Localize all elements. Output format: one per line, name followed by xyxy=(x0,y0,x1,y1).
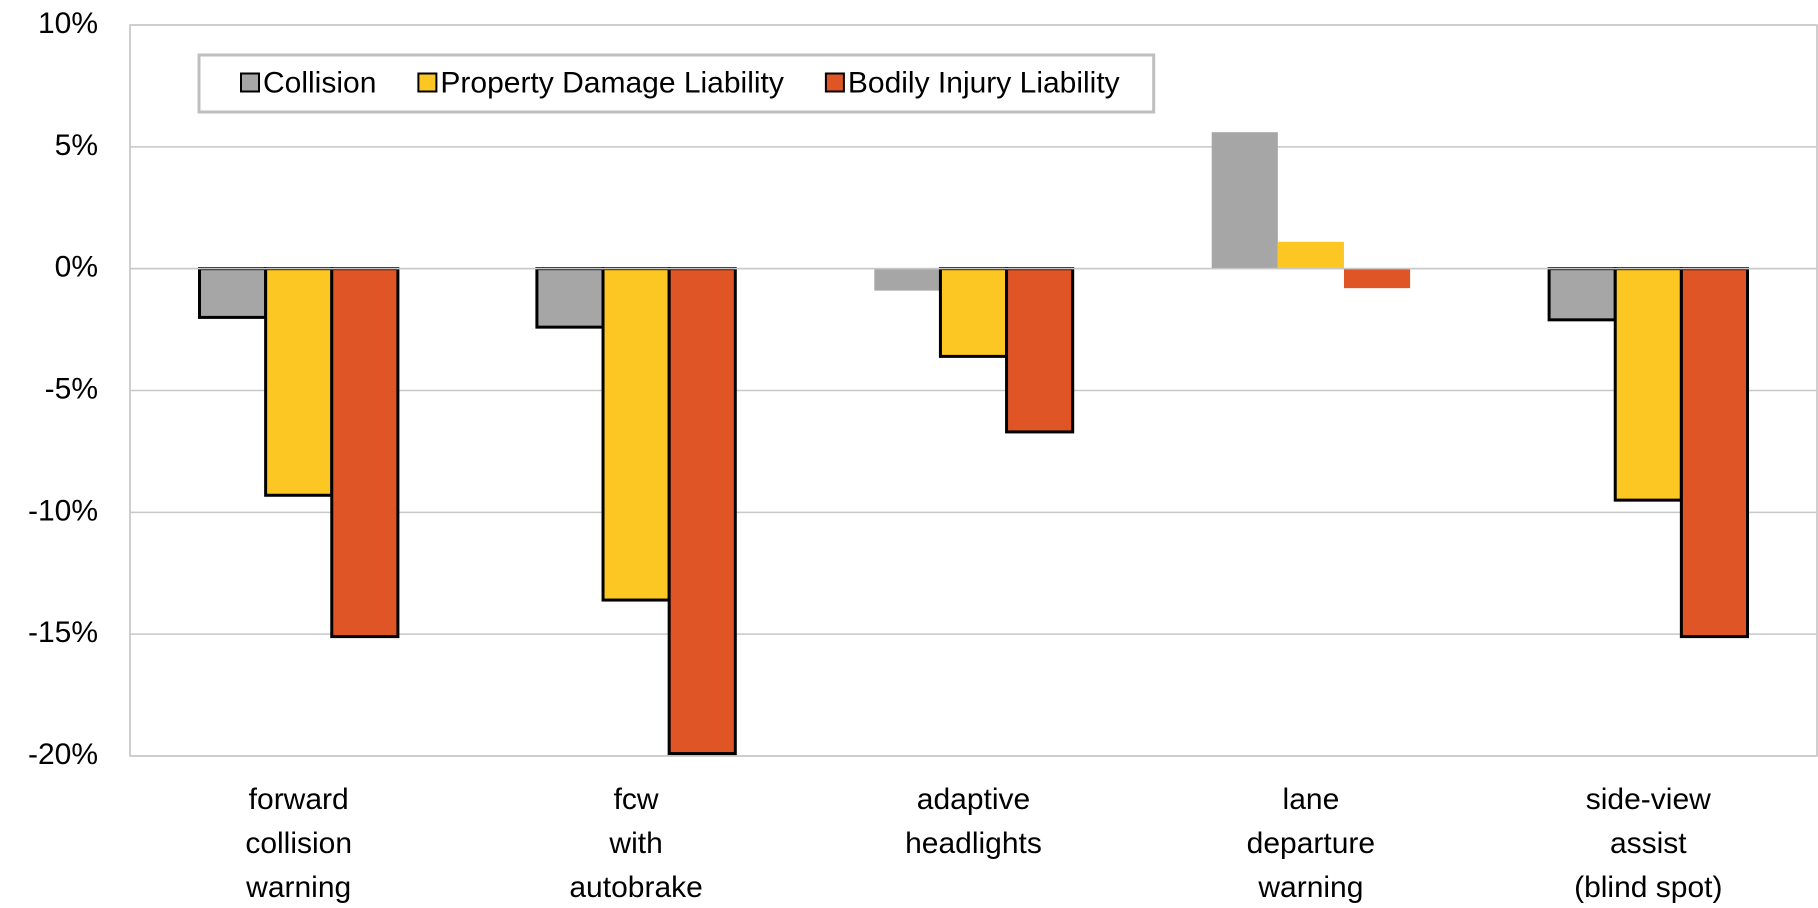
legend-label: Property Damage Liability xyxy=(440,66,784,99)
y-tick-label: 5% xyxy=(55,129,98,162)
bar xyxy=(667,267,737,756)
bar xyxy=(874,268,941,291)
x-tick-label-line: departure xyxy=(1247,827,1375,860)
y-tick-label: -10% xyxy=(28,494,98,527)
x-tick-label-line: side-view xyxy=(1586,783,1711,816)
bar xyxy=(198,267,268,319)
y-tick-label: 0% xyxy=(55,251,98,284)
legend-swatch xyxy=(417,72,438,93)
bar xyxy=(330,267,400,639)
y-tick-label: -5% xyxy=(45,372,98,405)
bar xyxy=(1277,241,1344,269)
bar xyxy=(264,267,334,497)
x-tick-label: forward collision warning xyxy=(245,783,352,904)
x-tick-label-line: collision xyxy=(245,827,352,860)
bar xyxy=(1547,267,1617,322)
bar xyxy=(1343,268,1411,289)
x-tick-label-line: fcw xyxy=(614,783,659,816)
x-tick-label-line: warning xyxy=(1257,871,1363,904)
legend-box xyxy=(197,53,1156,114)
x-tick-label-line: with xyxy=(608,827,662,860)
x-tick-label: side-view assist (blind spot) xyxy=(1574,783,1722,904)
x-tick-label-line: headlights xyxy=(905,827,1042,860)
legend-label: Collision xyxy=(263,66,376,99)
x-tick-label: lane departure warning xyxy=(1247,783,1375,904)
y-tick-label: -20% xyxy=(28,738,98,771)
x-tick-label-line: autobrake xyxy=(569,871,702,904)
x-tick-label-line: forward xyxy=(249,783,349,816)
bar xyxy=(1211,132,1278,269)
bar xyxy=(1679,267,1749,639)
legend-swatch xyxy=(240,72,260,93)
bar xyxy=(1005,267,1075,434)
bar xyxy=(938,267,1009,358)
bar xyxy=(1613,267,1683,502)
x-tick-label-line: adaptive xyxy=(917,783,1030,816)
legend-swatch xyxy=(824,72,845,93)
x-tick-label-line: warning xyxy=(245,871,351,904)
bar xyxy=(601,267,671,602)
y-tick-label: 10% xyxy=(38,7,98,40)
x-tick-label: adaptive headlights xyxy=(905,783,1042,860)
x-tick-label: fcw with autobrake xyxy=(569,783,702,904)
x-tick-label-line: assist xyxy=(1610,827,1687,860)
legend-label: Bodily Injury Liability xyxy=(848,66,1120,99)
bar xyxy=(535,267,605,329)
x-tick-label-line: lane xyxy=(1283,783,1340,816)
x-tick-label-line: (blind spot) xyxy=(1574,871,1722,904)
y-tick-label: -15% xyxy=(28,616,98,649)
